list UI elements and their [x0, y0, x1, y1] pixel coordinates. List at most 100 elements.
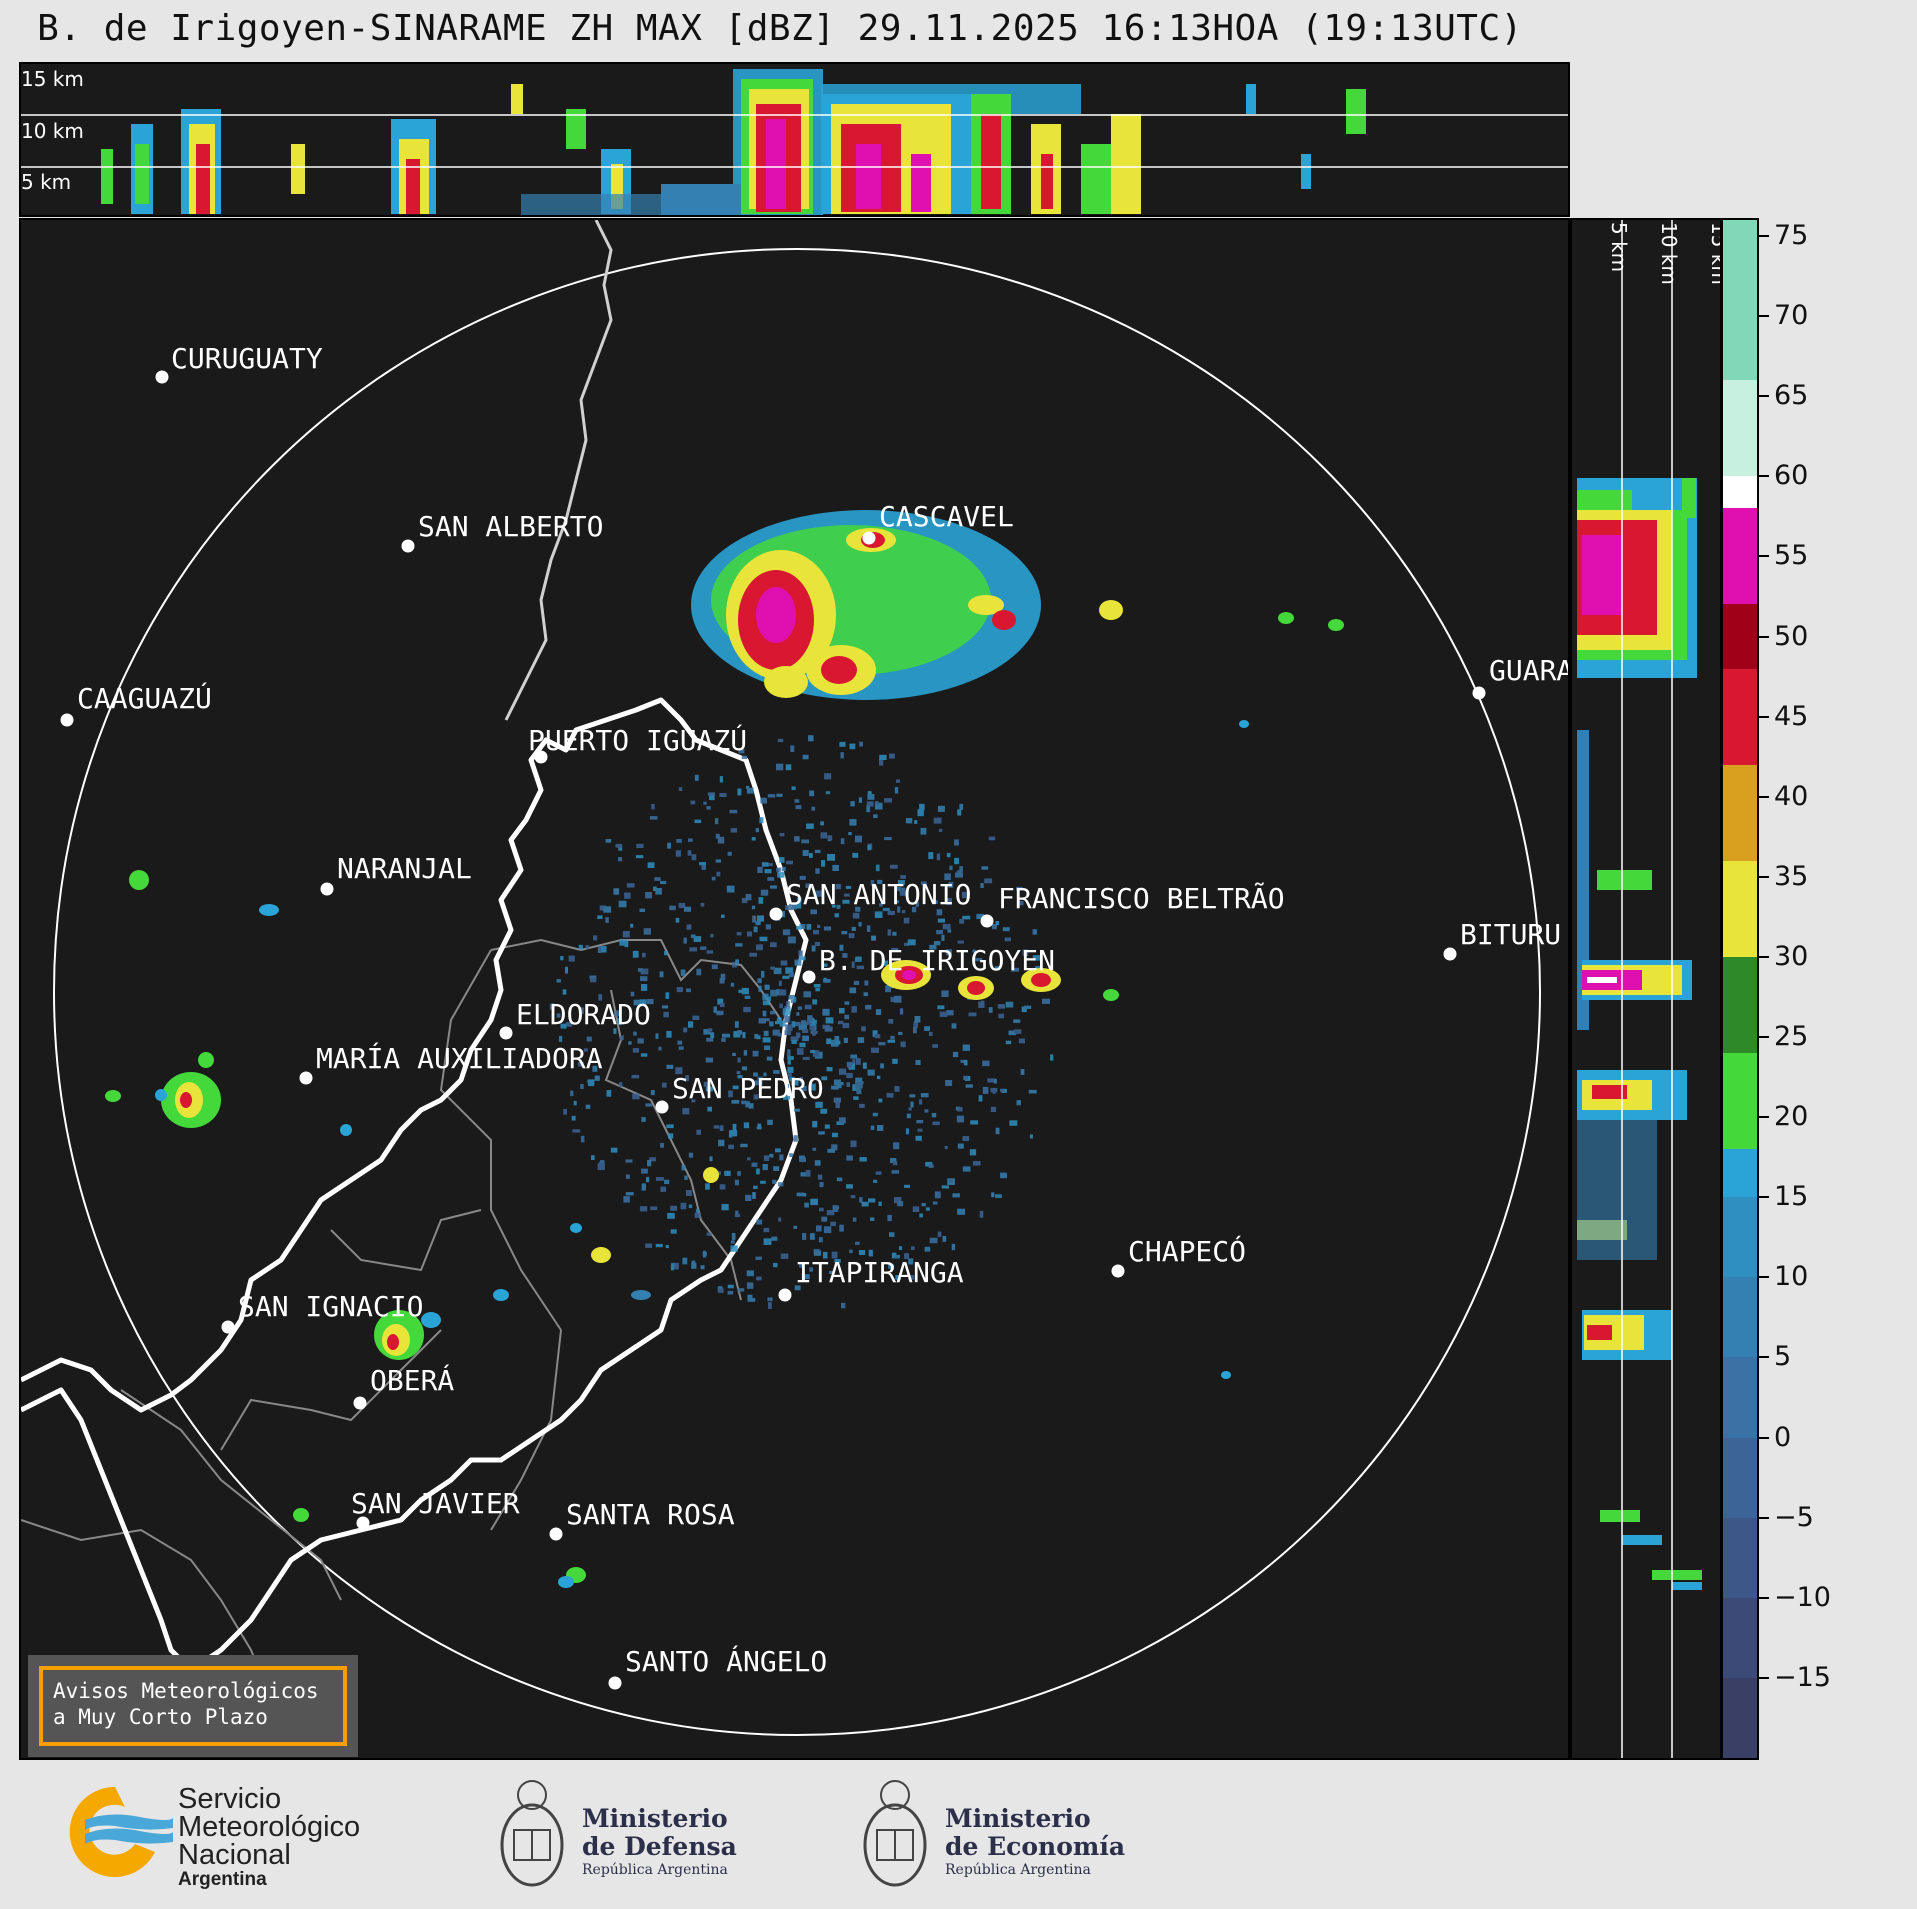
colorbar-tick	[1759, 475, 1769, 478]
city-label: NARANJAL	[337, 852, 472, 885]
city-label: CAAGUAZÚ	[77, 681, 212, 715]
colorbar-tick-label: 40	[1774, 780, 1809, 812]
colorbar-band	[1723, 956, 1757, 1054]
colorbar-band	[1723, 1277, 1757, 1358]
city-label: PUERTO IGUAZÚ	[528, 723, 747, 757]
colorbar-tick	[1759, 1116, 1769, 1119]
city-label: SAN PEDRO	[672, 1072, 824, 1105]
city-label: SANTA ROSA	[566, 1498, 735, 1531]
city-label: SAN ALBERTO	[418, 510, 603, 543]
height-label-15km-right: 15 km	[1707, 222, 1722, 285]
colorbar-band	[1723, 476, 1757, 509]
colorbar-tick	[1759, 1596, 1769, 1599]
city-label: FRANCISCO BELTRÃO	[998, 882, 1285, 915]
colorbar-tick-label: 70	[1774, 300, 1809, 332]
right-cross-section: 5 km 10 km 15 km	[1570, 218, 1722, 1760]
height-label-5km: 5 km	[21, 170, 72, 194]
warning-box-line1: Avisos Meteorológicos	[53, 1679, 319, 1703]
city-marker	[980, 914, 994, 928]
smn-logo-icon	[69, 1786, 173, 1877]
city-marker	[1443, 947, 1457, 961]
city-marker	[1472, 686, 1486, 700]
colorbar-tick	[1759, 395, 1769, 398]
smn-line1: Servicio	[178, 1783, 282, 1815]
colorbar-tick	[1759, 715, 1769, 718]
page-title: B. de Irigoyen-SINARAME ZH MAX [dBZ] 29.…	[37, 8, 1523, 49]
smn-line2: Meteorológico	[178, 1811, 361, 1843]
colorbar-band	[1723, 668, 1757, 765]
city-marker	[655, 1100, 669, 1114]
height-label-15km: 15 km	[21, 67, 84, 91]
city-label: CURUGUATY	[171, 342, 323, 375]
colorbar-band	[1723, 1437, 1757, 1518]
city-label: SAN IGNACIO	[238, 1290, 423, 1323]
defensa-logo-text: Ministerio de Defensa República Argentin…	[582, 1805, 737, 1879]
smn-line4: Argentina	[178, 1869, 267, 1890]
city-label: CASCAVEL	[879, 500, 1014, 533]
city-marker	[549, 1527, 563, 1541]
defensa-line3: República Argentina	[582, 1862, 728, 1878]
colorbar-tick-label: 20	[1774, 1101, 1809, 1133]
city-marker	[862, 531, 876, 545]
colorbar-band	[1723, 1677, 1757, 1758]
colorbar-tick	[1759, 555, 1769, 558]
city-marker	[356, 1516, 370, 1530]
city-label: BITURU	[1460, 918, 1561, 951]
colorbar-tick	[1759, 235, 1769, 238]
colorbar-tick-label: −5	[1774, 1501, 1814, 1533]
colorbar-tick	[1759, 1036, 1769, 1039]
city-marker	[1111, 1264, 1125, 1278]
colorbar-tick	[1759, 315, 1769, 318]
city-label: OBERÁ	[370, 1363, 454, 1397]
colorbar-tick-label: 30	[1774, 940, 1809, 972]
colorbar-band	[1723, 380, 1757, 477]
city-label: SAN JAVIER	[351, 1487, 520, 1520]
colorbar-band	[1723, 1597, 1757, 1678]
colorbar-tick	[1759, 795, 1769, 798]
city-label: SAN ANTONIO	[786, 878, 971, 911]
economia-line1: Ministerio	[945, 1804, 1091, 1833]
economia-logo-text: Ministerio de Economía República Argenti…	[945, 1805, 1125, 1879]
colorbar-tick-label: 60	[1774, 460, 1809, 492]
city-marker	[802, 970, 816, 984]
colorbar-tick-label: 55	[1774, 540, 1809, 572]
city-marker	[320, 882, 334, 896]
height-label-10km-right: 10 km	[1657, 222, 1681, 285]
colorbar-tick	[1759, 1276, 1769, 1279]
colorbar-band	[1723, 1357, 1757, 1438]
colorbar-band	[1723, 1149, 1757, 1198]
city-marker	[353, 1396, 367, 1410]
city-marker	[499, 1026, 513, 1040]
economia-seal-icon	[863, 1780, 927, 1887]
defensa-line1: Ministerio	[582, 1804, 728, 1833]
city-marker	[155, 370, 169, 384]
city-label: SANTO ÁNGELO	[625, 1644, 827, 1678]
city-label: ELDORADO	[516, 998, 651, 1031]
city-label: GUARA	[1489, 654, 1570, 687]
economia-line3: República Argentina	[945, 1862, 1091, 1878]
city-marker	[401, 539, 415, 553]
city-marker	[778, 1288, 792, 1302]
city-marker	[299, 1071, 313, 1085]
colorbar-tick-label: 5	[1774, 1341, 1792, 1373]
colorbar-band	[1723, 220, 1757, 381]
city-marker	[769, 907, 783, 921]
colorbar-tick-label: 10	[1774, 1261, 1809, 1293]
city-marker	[221, 1320, 235, 1334]
city-marker	[608, 1676, 622, 1690]
colorbar-tick	[1759, 1356, 1769, 1359]
colorbar-tick-label: 65	[1774, 380, 1809, 412]
height-label-5km-right: 5 km	[1607, 222, 1631, 272]
colorbar-tick	[1759, 1196, 1769, 1199]
colorbar-tick-label: −10	[1774, 1581, 1831, 1613]
city-marker	[60, 713, 74, 727]
colorbar-tick-label: 50	[1774, 620, 1809, 652]
radar-map: CURUGUATY SAN ALBERTO CAAGUAZÚ CASCAVEL GUAR…	[19, 218, 1570, 1760]
top-cross-section: 15 km 10 km 5 km	[19, 62, 1570, 217]
colorbar	[1721, 218, 1759, 1760]
warning-box[interactable]: Avisos Meteorológicos a Muy Corto Plazo	[28, 1655, 358, 1757]
colorbar-tick-label: 75	[1774, 220, 1809, 252]
colorbar-tick	[1759, 875, 1769, 878]
colorbar-tick-label: 15	[1774, 1181, 1809, 1213]
colorbar-tick	[1759, 635, 1769, 638]
